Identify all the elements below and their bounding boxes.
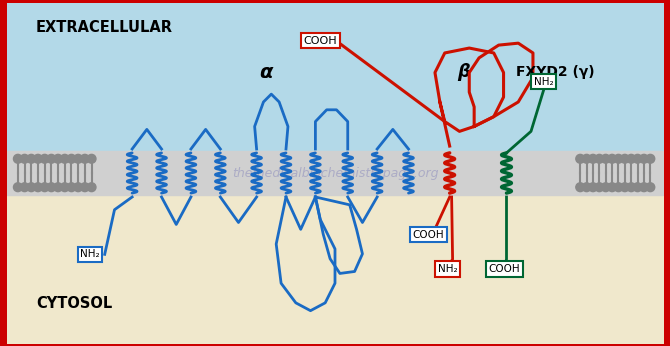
Circle shape: [620, 183, 629, 192]
Circle shape: [633, 154, 642, 163]
Circle shape: [40, 183, 49, 192]
Circle shape: [67, 154, 76, 163]
Text: COOH: COOH: [412, 230, 444, 240]
Circle shape: [640, 183, 649, 192]
Text: NH₂: NH₂: [80, 249, 100, 260]
Circle shape: [47, 183, 56, 192]
Circle shape: [60, 154, 69, 163]
Text: themedicalbiochemistrypage.org: themedicalbiochemistrypage.org: [232, 166, 438, 180]
Circle shape: [27, 154, 36, 163]
Text: FXYD2 (γ): FXYD2 (γ): [517, 65, 595, 79]
Circle shape: [80, 183, 89, 192]
Circle shape: [576, 154, 585, 163]
Circle shape: [601, 183, 610, 192]
Circle shape: [646, 154, 655, 163]
Circle shape: [87, 154, 96, 163]
Circle shape: [646, 183, 655, 192]
Circle shape: [627, 183, 636, 192]
Circle shape: [20, 154, 29, 163]
Circle shape: [588, 183, 598, 192]
Text: β: β: [458, 63, 470, 81]
Circle shape: [614, 183, 623, 192]
Circle shape: [576, 183, 585, 192]
Circle shape: [67, 183, 76, 192]
Circle shape: [87, 183, 96, 192]
Circle shape: [620, 154, 629, 163]
Circle shape: [80, 154, 89, 163]
Circle shape: [608, 154, 616, 163]
Text: NH₂: NH₂: [438, 264, 458, 274]
Text: α: α: [259, 63, 273, 82]
Circle shape: [588, 154, 598, 163]
Circle shape: [13, 154, 22, 163]
Text: COOH: COOH: [488, 264, 521, 274]
Circle shape: [633, 183, 642, 192]
Circle shape: [60, 183, 69, 192]
Circle shape: [74, 154, 82, 163]
Text: NH₂: NH₂: [534, 77, 553, 87]
Text: COOH: COOH: [304, 36, 337, 46]
Circle shape: [582, 183, 591, 192]
Text: CYTOSOL: CYTOSOL: [36, 296, 113, 311]
Circle shape: [640, 154, 649, 163]
Circle shape: [34, 183, 42, 192]
Circle shape: [74, 183, 82, 192]
Circle shape: [54, 154, 62, 163]
Circle shape: [34, 154, 42, 163]
Circle shape: [40, 154, 49, 163]
Circle shape: [595, 183, 604, 192]
Circle shape: [595, 154, 604, 163]
Circle shape: [608, 183, 616, 192]
Circle shape: [13, 183, 22, 192]
Circle shape: [601, 154, 610, 163]
Circle shape: [20, 183, 29, 192]
Circle shape: [614, 154, 623, 163]
Circle shape: [627, 154, 636, 163]
Circle shape: [582, 154, 591, 163]
Circle shape: [54, 183, 62, 192]
Circle shape: [47, 154, 56, 163]
Text: EXTRACELLULAR: EXTRACELLULAR: [36, 20, 173, 35]
Circle shape: [27, 183, 36, 192]
